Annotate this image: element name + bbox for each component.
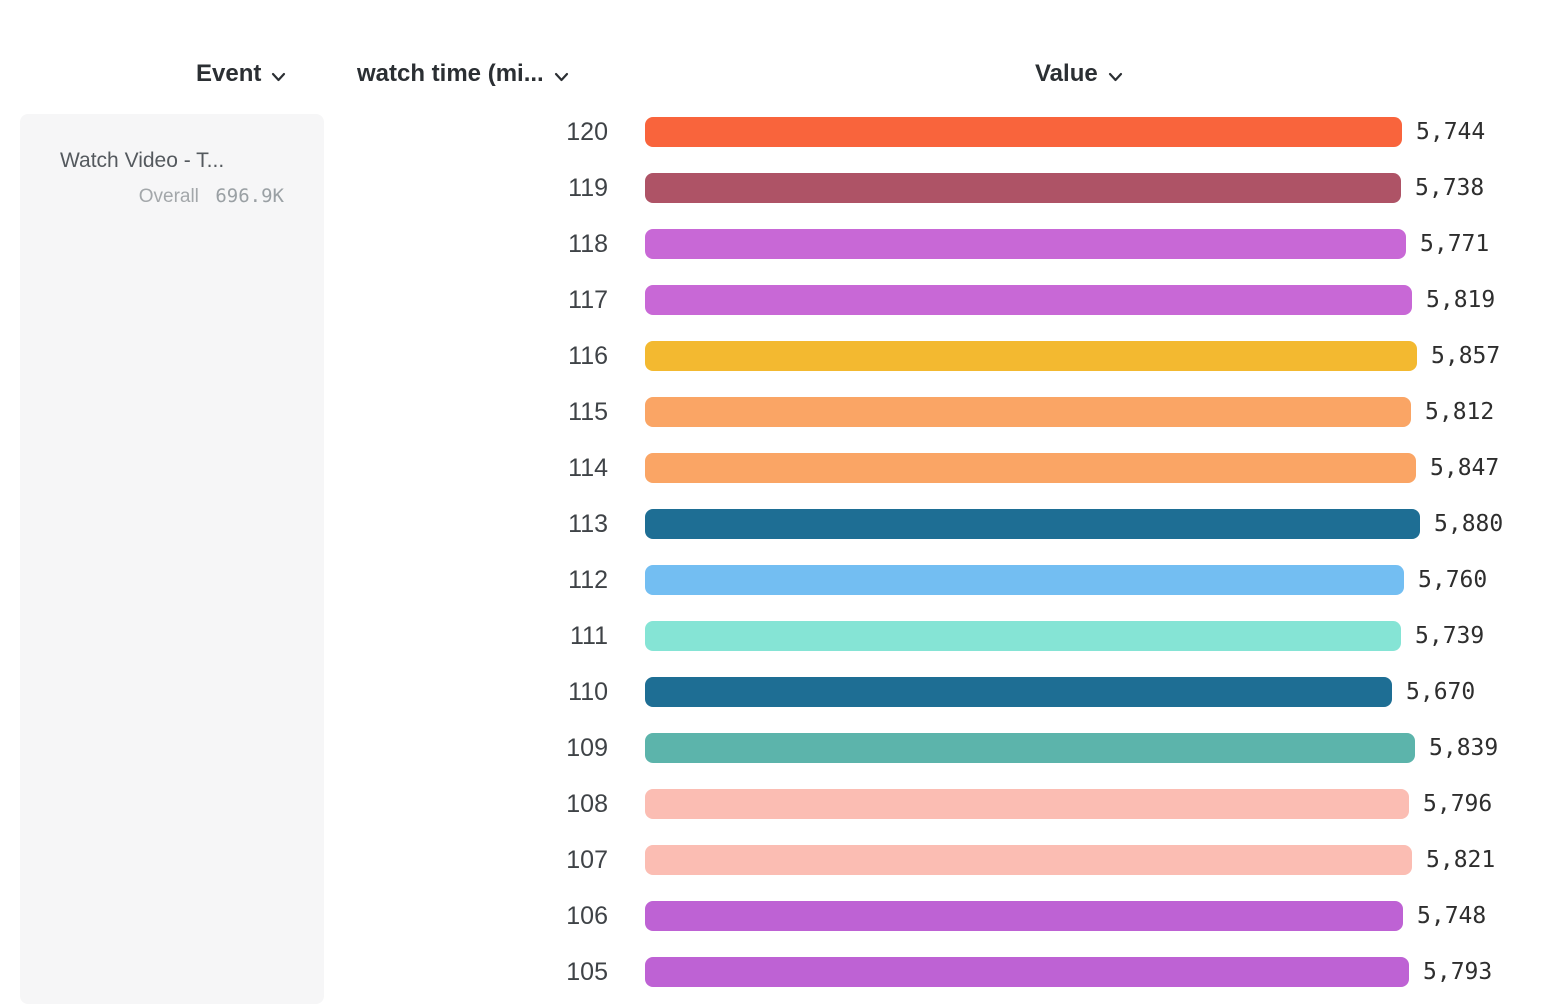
watch-time-bucket-label: 110 — [568, 677, 608, 706]
watch-time-bucket-label: 111 — [569, 621, 608, 650]
overall-value: 696.9K — [215, 185, 284, 207]
chart-row: 110 5,670 — [0, 664, 1546, 720]
chart-rows: 120 5,744 119 5,738 118 5,771 117 5,819 116 5,857… — [0, 104, 1546, 1000]
chart-row: 107 5,821 — [0, 832, 1546, 888]
value-label: 5,670 — [1406, 679, 1476, 705]
value-label: 5,771 — [1420, 231, 1490, 257]
value-bar[interactable] — [645, 957, 1409, 987]
chart-row: 106 5,748 — [0, 888, 1546, 944]
value-label: 5,880 — [1434, 511, 1504, 537]
watch-time-bucket-label: 109 — [566, 733, 608, 762]
chevron-down-icon — [554, 61, 569, 89]
value-label: 5,839 — [1429, 735, 1499, 761]
watch-time-bucket-label: 120 — [566, 117, 608, 146]
chart-row: 113 5,880 — [0, 496, 1546, 552]
column-header-value-label: Value — [1035, 59, 1098, 87]
watch-time-bucket-label: 116 — [568, 341, 608, 370]
value-bar[interactable] — [645, 733, 1415, 763]
watch-time-bucket-label: 112 — [568, 565, 608, 594]
chevron-down-icon — [271, 61, 286, 89]
value-bar[interactable] — [645, 621, 1401, 651]
value-bar[interactable] — [645, 397, 1411, 427]
event-overall-line: Overall 696.9K — [60, 185, 284, 208]
chevron-down-icon — [1108, 61, 1123, 89]
value-bar[interactable] — [645, 117, 1402, 147]
column-header-watch-time[interactable]: watch time (mi... — [357, 58, 569, 89]
chart-row: 105 5,793 — [0, 944, 1546, 1000]
value-label: 5,847 — [1430, 455, 1500, 481]
column-header-event[interactable]: Event — [196, 58, 286, 89]
value-label: 5,739 — [1415, 623, 1485, 649]
value-label: 5,744 — [1416, 119, 1486, 145]
value-label: 5,760 — [1418, 567, 1488, 593]
value-bar[interactable] — [645, 285, 1412, 315]
watch-time-bucket-label: 113 — [568, 509, 608, 538]
value-bar[interactable] — [645, 453, 1416, 483]
value-label: 5,819 — [1426, 287, 1496, 313]
value-bar[interactable] — [645, 173, 1401, 203]
value-label: 5,738 — [1415, 175, 1485, 201]
chart-row: 119 5,738 — [0, 160, 1546, 216]
chart-row: 118 5,771 — [0, 216, 1546, 272]
value-bar[interactable] — [645, 341, 1417, 371]
value-label: 5,748 — [1417, 903, 1487, 929]
watch-time-bucket-label: 107 — [566, 845, 608, 874]
watch-time-bucket-label: 118 — [568, 229, 608, 258]
event-card[interactable]: Watch Video - T... Overall 696.9K — [20, 114, 324, 1004]
watch-time-bucket-label: 106 — [566, 901, 608, 930]
watch-time-bucket-label: 105 — [566, 957, 608, 986]
chart-row: 116 5,857 — [0, 328, 1546, 384]
watch-time-bucket-label: 115 — [568, 397, 608, 426]
chart-row: 109 5,839 — [0, 720, 1546, 776]
value-label: 5,793 — [1423, 959, 1493, 985]
value-label: 5,821 — [1426, 847, 1496, 873]
column-header-watch-time-label: watch time (mi... — [357, 59, 544, 87]
chart-row: 117 5,819 — [0, 272, 1546, 328]
watch-time-bucket-label: 114 — [568, 453, 608, 482]
value-label: 5,796 — [1423, 791, 1493, 817]
value-bar[interactable] — [645, 565, 1404, 595]
chart-row: 112 5,760 — [0, 552, 1546, 608]
overall-label: Overall — [138, 186, 199, 207]
value-label: 5,857 — [1431, 343, 1501, 369]
value-bar[interactable] — [645, 845, 1412, 875]
chart-row: 111 5,739 — [0, 608, 1546, 664]
watch-time-bucket-label: 117 — [568, 285, 608, 314]
column-header-event-label: Event — [196, 59, 262, 87]
watch-time-bucket-label: 108 — [566, 789, 608, 818]
chart-row: 114 5,847 — [0, 440, 1546, 496]
chart-row: 108 5,796 — [0, 776, 1546, 832]
chart-row: 120 5,744 — [0, 104, 1546, 160]
watch-time-bucket-label: 119 — [568, 173, 608, 202]
column-header-value[interactable]: Value — [1035, 58, 1123, 89]
value-label: 5,812 — [1425, 399, 1495, 425]
value-bar[interactable] — [645, 677, 1392, 707]
value-bar[interactable] — [645, 901, 1403, 931]
value-bar[interactable] — [645, 789, 1409, 819]
event-title: Watch Video - T... — [60, 149, 225, 172]
chart-row: 115 5,812 — [0, 384, 1546, 440]
value-bar[interactable] — [645, 229, 1406, 259]
value-bar[interactable] — [645, 509, 1420, 539]
